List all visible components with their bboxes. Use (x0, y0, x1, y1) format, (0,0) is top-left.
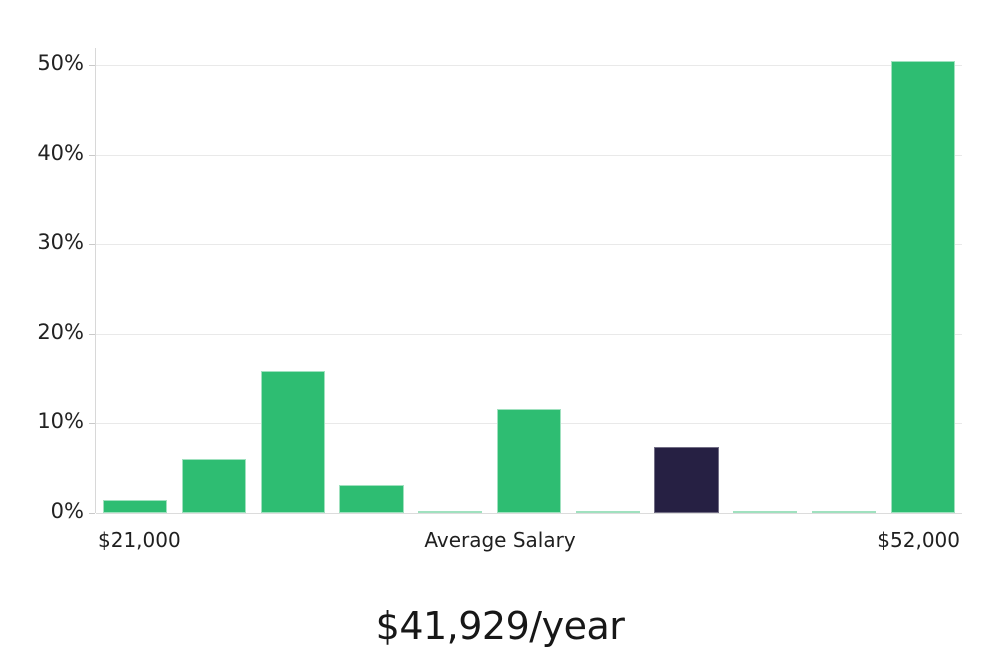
bar-6[interactable] (496, 409, 562, 513)
x-axis-title: Average Salary (424, 528, 576, 552)
y-tick-mark-50% (89, 65, 95, 66)
average-salary-caption: $41,929/year (375, 604, 625, 648)
y-tick-mark-20% (89, 333, 95, 335)
y-tick-mark-10% (89, 423, 95, 425)
y-tick-label-0%: 0% (50, 499, 84, 523)
gridline-50% (96, 65, 962, 66)
y-tick-label-40%: 40% (37, 140, 84, 165)
y-tick-mark-30% (89, 244, 95, 246)
bar-8[interactable] (654, 446, 719, 513)
gridline-40% (96, 154, 962, 156)
x-axis-label-min: $21,000 (98, 528, 181, 552)
bar-2[interactable] (182, 459, 247, 513)
y-axis-line (95, 48, 96, 513)
gridline-30% (96, 244, 962, 246)
bar-11[interactable] (890, 60, 955, 513)
gridline-0% (96, 513, 962, 514)
bar-9[interactable] (733, 510, 798, 513)
gridline-20% (96, 333, 962, 335)
bar-10[interactable] (811, 510, 876, 513)
bar-4[interactable] (339, 485, 404, 513)
bar-1[interactable] (103, 499, 168, 513)
bar-7[interactable] (575, 510, 640, 513)
x-axis-label-max: $52,000 (877, 528, 960, 552)
y-tick-label-10%: 10% (37, 409, 84, 434)
y-tick-label-50%: 50% (37, 51, 84, 75)
plot-area (96, 55, 962, 514)
y-tick-label-20%: 20% (37, 319, 84, 344)
y-tick-label-30%: 30% (37, 230, 84, 255)
bar-3[interactable] (260, 370, 325, 513)
bar-series (96, 55, 962, 513)
bar-5[interactable] (418, 510, 483, 513)
y-tick-mark-0% (89, 513, 95, 514)
y-tick-mark-40% (89, 154, 95, 156)
